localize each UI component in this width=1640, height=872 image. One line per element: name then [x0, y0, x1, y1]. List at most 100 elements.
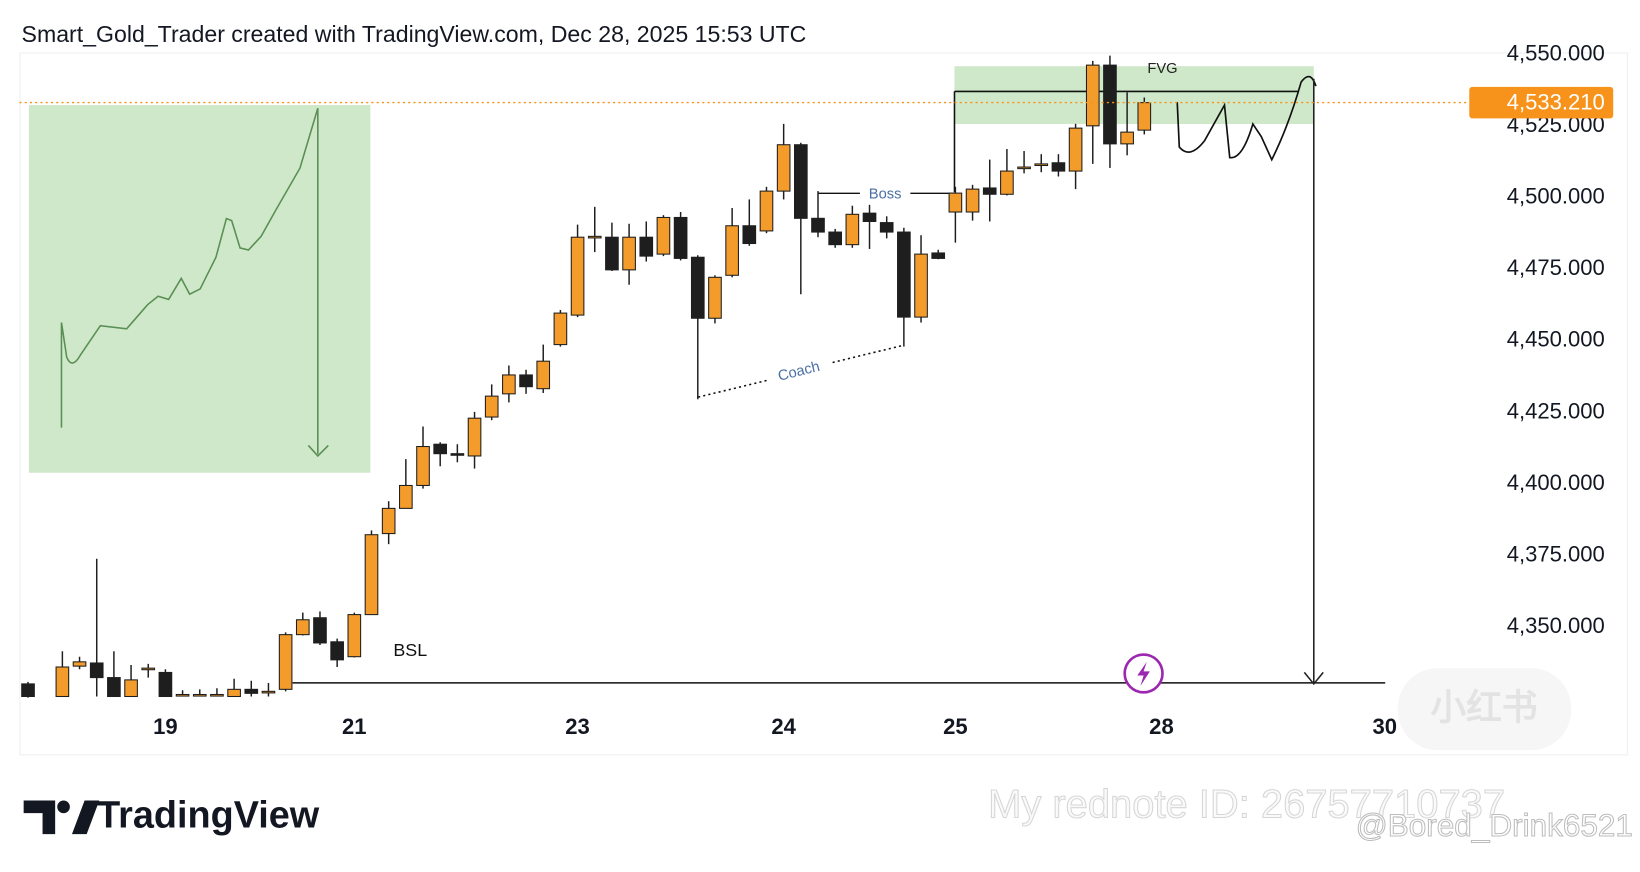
plot-frame — [19, 52, 1628, 756]
candle-body — [708, 276, 722, 319]
bsl-label: BSL — [393, 640, 427, 660]
x-tick-label: 23 — [565, 714, 590, 739]
candle-body — [467, 417, 482, 457]
candle-body — [261, 690, 276, 694]
candle-body — [811, 217, 825, 233]
candle-body — [295, 619, 310, 636]
fvg-zone — [954, 66, 1314, 124]
candle-body — [948, 192, 963, 213]
candle-body — [639, 236, 654, 257]
candle-body — [433, 443, 448, 455]
boss-label: Boss — [869, 186, 902, 202]
candles — [21, 55, 1152, 698]
candle-body — [725, 225, 739, 276]
candle-body — [484, 395, 499, 418]
x-tick-label: 28 — [1149, 714, 1174, 739]
tradingview-logo: TradingView — [23, 794, 320, 836]
candle-body — [55, 666, 70, 698]
current-price-label: 4,533.210 — [1507, 89, 1605, 114]
candle-body — [742, 225, 757, 245]
y-tick-label: 4,400.000 — [1507, 470, 1605, 495]
candle-body — [347, 614, 362, 658]
candle-body — [192, 693, 207, 697]
candle-body — [656, 216, 671, 255]
watermark: 小红书 — [1430, 688, 1537, 728]
watermark: @Bored_Drink6521 — [1356, 807, 1633, 843]
candle-body — [879, 222, 894, 233]
candle-body — [1085, 64, 1100, 127]
candle-body — [364, 534, 379, 616]
candle-body — [982, 187, 997, 195]
candle-body — [450, 453, 465, 456]
candle-body — [141, 667, 156, 671]
candle-body — [313, 617, 327, 644]
candle-body — [897, 231, 911, 318]
y-tick-label: 4,500.000 — [1507, 184, 1605, 209]
coach-line — [697, 379, 768, 398]
candle-body — [845, 213, 860, 246]
candle-body — [1120, 131, 1134, 145]
candle-body — [210, 693, 224, 697]
x-tick-label: 25 — [943, 714, 968, 739]
x-tick-label: 19 — [153, 714, 178, 739]
annotations: FVG Boss Coach BSL — [28, 61, 1386, 694]
fvg-label: FVG — [1147, 61, 1177, 77]
candle-body — [158, 671, 173, 698]
logo-icon — [23, 800, 100, 835]
candle-body — [570, 236, 585, 316]
y-tick-label: 4,375.000 — [1507, 541, 1605, 566]
candle-body — [227, 688, 241, 698]
candle-body — [587, 235, 602, 239]
watermark-badge — [1397, 668, 1572, 751]
candle-body — [1017, 166, 1031, 170]
event-icon-bolt — [1137, 661, 1150, 687]
candle-body — [965, 188, 980, 213]
candle-body — [931, 252, 946, 259]
x-tick-label: 21 — [342, 714, 367, 739]
candle-body — [399, 484, 413, 509]
candle-body — [673, 216, 688, 259]
candle-body — [72, 661, 87, 667]
y-tick-label: 4,475.000 — [1507, 255, 1605, 280]
logo-text: TradingView — [97, 794, 320, 836]
candle-body — [759, 190, 774, 232]
candle-body — [107, 677, 121, 698]
candle-body — [1103, 64, 1117, 145]
candle-body — [278, 634, 293, 690]
y-tick-label: 4,450.000 — [1507, 327, 1605, 352]
candle-body — [124, 679, 138, 698]
candle-body — [793, 144, 808, 219]
candle-body — [330, 641, 344, 661]
candle-body — [605, 236, 619, 271]
candle-body — [776, 144, 791, 192]
candle-body — [381, 507, 396, 535]
x-tick-label: 30 — [1372, 714, 1397, 739]
candle-body — [1051, 162, 1066, 172]
y-tick-label: 4,550.000 — [1507, 40, 1605, 65]
candle-body — [1068, 127, 1083, 172]
candle-body — [828, 231, 843, 246]
candle-body — [502, 374, 516, 395]
candle-body — [175, 693, 190, 697]
candle-body — [862, 212, 877, 222]
candle-body — [89, 662, 104, 679]
candle-body — [536, 360, 551, 390]
watermark: My rednote ID: 26757710737 — [988, 782, 1505, 826]
target-arrow — [1303, 78, 1324, 686]
candle-body — [519, 374, 533, 388]
x-tick-label: 24 — [771, 714, 796, 739]
candle-body — [1034, 163, 1049, 167]
idea-sketch — [60, 107, 329, 458]
candle-body — [1000, 170, 1014, 195]
candle-body — [416, 445, 430, 486]
projection-sketch — [1176, 75, 1317, 162]
candle-body — [690, 256, 705, 319]
candle-body — [244, 688, 259, 694]
y-tick-label: 4,350.000 — [1507, 613, 1605, 638]
coach-label: Coach — [776, 359, 821, 385]
header-text: Smart_Gold_Trader created with TradingVi… — [22, 21, 807, 47]
candle-body — [622, 236, 636, 271]
current-price-badge — [1469, 86, 1614, 119]
